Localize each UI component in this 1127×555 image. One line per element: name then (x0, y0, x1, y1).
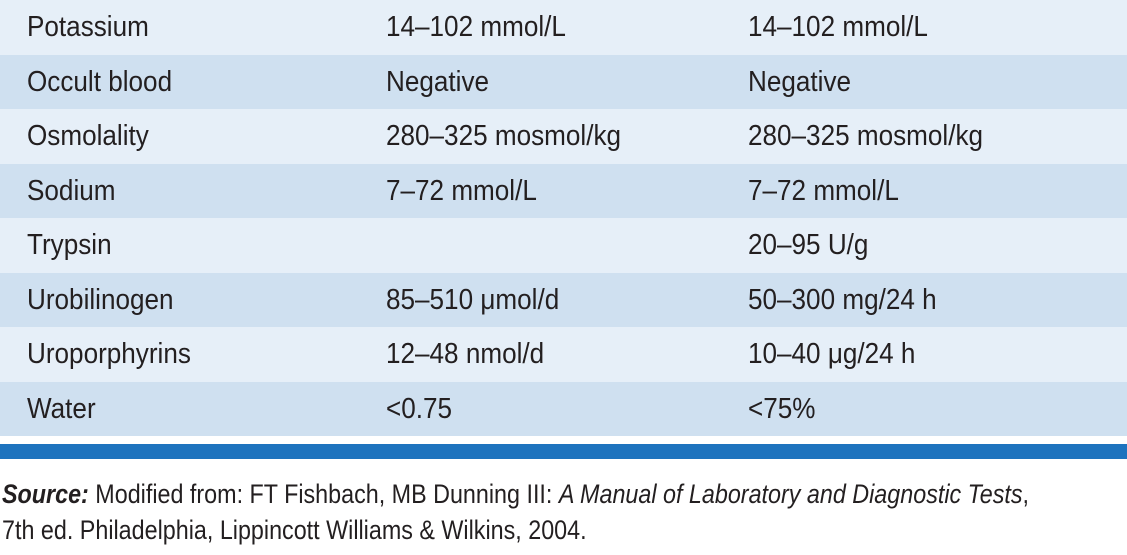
analyte-name: Potassium (27, 11, 149, 43)
si-value: Negative (386, 65, 490, 98)
conventional-value: <75% (748, 392, 816, 425)
table-row: Uroporphyrins 12–48 nmol/d 10–40 μg/24 h (0, 327, 1127, 382)
analyte-name: Sodium (27, 174, 116, 207)
source-note: Source: Modified from: FT Fishbach, MB D… (2, 476, 1058, 548)
si-value: 7–72 mmol/L (386, 174, 537, 207)
analyte-name: Trypsin (27, 229, 112, 261)
conventional-value: 10–40 μg/24 h (748, 338, 916, 370)
table-row: Trypsin 20–95 U/g (0, 218, 1127, 273)
table-row: Osmolality 280–325 mosmol/kg 280–325 mos… (0, 109, 1127, 164)
conventional-value: 20–95 U/g (748, 229, 869, 261)
conventional-value: 280–325 mosmol/kg (748, 120, 984, 152)
table-row: Sodium 7–72 mmol/L 7–72 mmol/L (0, 163, 1127, 218)
analyte-name: Occult blood (27, 65, 173, 98)
source-text-before: Modified from: FT Fishbach, MB Dunning I… (88, 479, 559, 509)
analyte-name: Osmolality (27, 120, 149, 152)
lab-values-table: Potassium 14–102 mmol/L 14–102 mmol/L Oc… (0, 0, 1127, 436)
table-row: Water <0.75 <75% (0, 381, 1127, 436)
analyte-name: Uroporphyrins (27, 338, 191, 370)
si-value: 12–48 nmol/d (386, 338, 545, 370)
conventional-value: 14–102 mmol/L (748, 11, 928, 43)
conventional-value: Negative (748, 65, 852, 98)
source-book-title: A Manual of Laboratory and Diagnostic Te… (558, 479, 1023, 509)
analyte-name: Water (27, 392, 96, 425)
analyte-name: Urobilinogen (27, 283, 174, 316)
si-value: 14–102 mmol/L (386, 11, 566, 43)
si-value: 85–510 μmol/d (386, 283, 560, 316)
table-bottom-rule (0, 444, 1127, 459)
conventional-value: 7–72 mmol/L (748, 174, 899, 207)
conventional-value: 50–300 mg/24 h (748, 283, 937, 316)
si-value: <0.75 (386, 392, 453, 425)
table-row: Potassium 14–102 mmol/L 14–102 mmol/L (0, 0, 1127, 55)
table-row: Occult blood Negative Negative (0, 54, 1127, 109)
table-row: Urobilinogen 85–510 μmol/d 50–300 mg/24 … (0, 272, 1127, 327)
source-text-after: , 7th ed. Philadelphia, Lippincott Willi… (2, 479, 1030, 545)
si-value: 280–325 mosmol/kg (386, 120, 622, 152)
source-label: Source: (2, 479, 89, 509)
